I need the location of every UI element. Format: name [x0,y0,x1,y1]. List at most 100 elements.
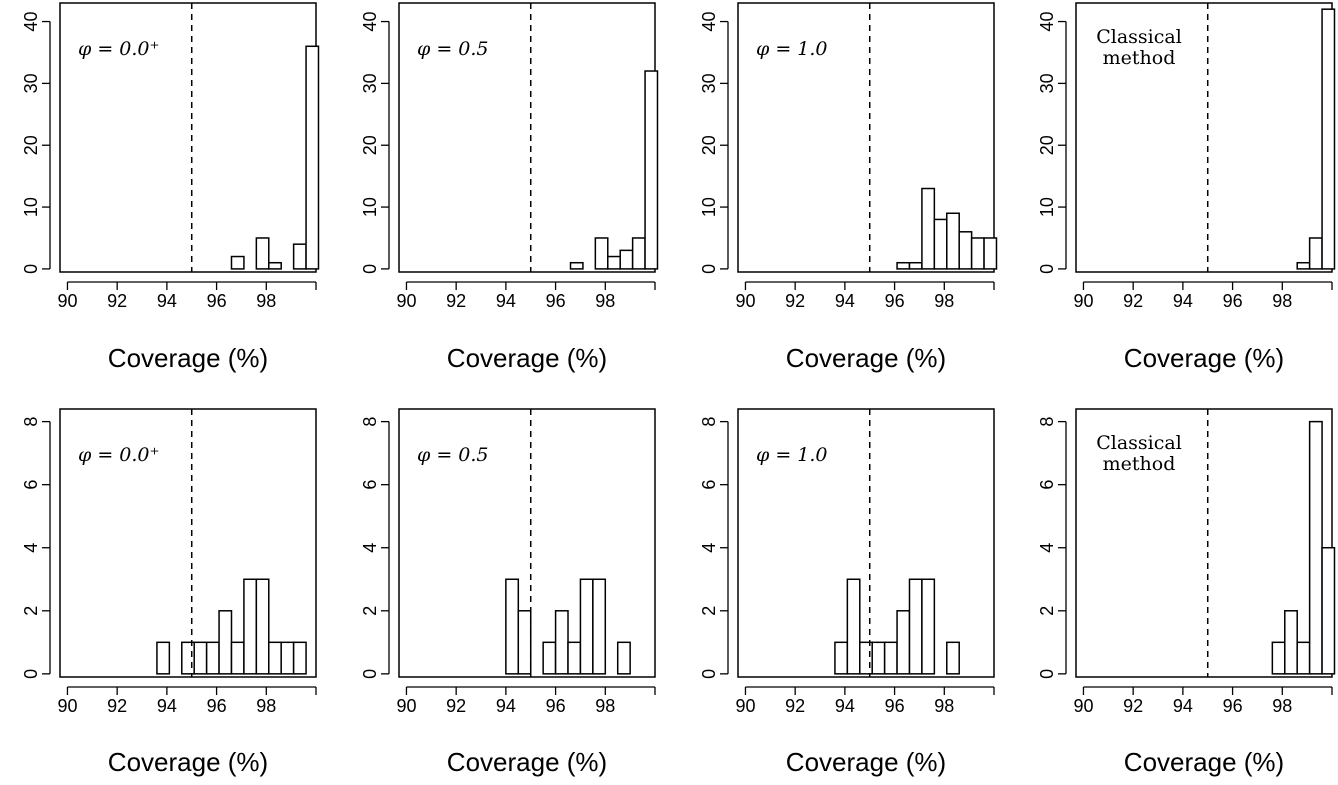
histogram-bar [292,243,307,270]
histogram-bar [933,218,948,270]
x-axis-title: Coverage (%) [447,747,607,777]
histogram-bar [181,641,195,675]
histogram-bar [970,237,985,270]
histogram-bar [554,610,569,675]
histogram-bar [644,70,659,270]
plot-frame [398,408,656,678]
histogram-bar [908,578,923,675]
y-tick-label: 8 [699,417,719,427]
histogram-bar [921,187,936,270]
x-tick-label: 90 [1073,291,1093,311]
x-tick-label: 96 [207,291,227,311]
y-tick-label: 6 [21,480,41,490]
y-tick-label: 2 [21,606,41,616]
x-tick-label: 92 [1123,291,1143,311]
panel-annotation: Classical [1096,26,1182,48]
histogram-bar [218,610,233,675]
x-tick-label: 98 [1272,696,1292,716]
x-tick-label: 94 [1173,696,1193,716]
y-tick-label: 0 [21,669,41,679]
y-tick-label: 40 [21,12,41,32]
histogram-bar [958,231,973,270]
panel-annotation: φ = 0.0⁺ [78,38,160,60]
y-tick-label: 30 [360,73,380,93]
y-tick-label: 20 [21,135,41,155]
y-tick-label: 30 [1037,73,1057,93]
panel-7: 90 92 94 96 98 0 2 4 6 8 Coverage (%) φ = 1.0 [699,408,995,777]
x-tick-label: 92 [107,291,127,311]
histogram-bar [896,610,911,675]
y-tick-label: 10 [1037,197,1057,217]
x-tick-label: 90 [735,291,755,311]
x-tick-label: 90 [735,696,755,716]
x-axis-title: Coverage (%) [1124,747,1284,777]
x-tick-label: 94 [496,696,516,716]
histogram-bar [846,578,861,675]
histogram-bar [305,45,320,270]
histogram-bar [946,212,960,270]
plot-frame [737,2,995,273]
y-tick-label: 0 [1037,669,1057,679]
x-tick-label: 90 [396,696,416,716]
panel-annotation: φ = 0.5 [417,38,489,60]
x-axis-title: Coverage (%) [786,343,946,373]
x-tick-label: 96 [1223,291,1243,311]
histogram-bar [1271,641,1286,675]
histogram-bar [1284,610,1298,675]
histogram-bar [616,641,631,675]
y-tick-label: 30 [699,73,719,93]
y-tick-label: 40 [360,12,380,32]
histogram-bar [505,578,520,675]
histogram-bar [631,237,646,270]
histogram-bar [205,641,220,675]
panel-annotation: φ = 0.0⁺ [78,444,160,466]
x-tick-label: 94 [496,291,516,311]
histogram-bar [567,641,582,675]
y-tick-label: 0 [360,264,380,274]
x-tick-label: 90 [396,291,416,311]
histogram-bar [255,578,270,675]
x-tick-label: 92 [785,696,805,716]
panel-annotation: φ = 1.0 [756,444,828,466]
histogram-bar [292,641,307,675]
panel-annotation: method [1103,453,1176,475]
histogram-bar [592,578,607,675]
x-tick-label: 98 [256,696,276,716]
y-tick-label: 0 [21,264,41,274]
plot-frame [59,408,317,678]
histogram-bar [859,641,873,675]
y-tick-label: 2 [1037,606,1057,616]
y-tick-label: 6 [1037,480,1057,490]
y-tick-label: 0 [699,264,719,274]
y-tick-label: 0 [1037,264,1057,274]
y-tick-label: 40 [1037,12,1057,32]
histogram-bar [983,237,998,270]
y-tick-label: 6 [699,480,719,490]
y-tick-label: 10 [21,197,41,217]
histogram-bar [255,237,270,270]
histogram-bar [594,237,609,270]
histogram-bar [921,578,936,675]
histogram-bar [579,578,594,675]
histogram-bar [834,641,849,675]
x-tick-label: 94 [835,291,855,311]
panel-annotation: φ = 1.0 [756,38,828,60]
histogram-bar [230,255,245,270]
y-tick-label: 4 [360,543,380,553]
y-tick-label: 8 [21,417,41,427]
y-tick-label: 4 [21,543,41,553]
histogram-bar [908,261,923,270]
x-tick-label: 92 [785,291,805,311]
y-tick-label: 40 [699,12,719,32]
histogram-bar [268,641,282,675]
histogram-bar [193,641,208,675]
panel-2: 90 92 94 96 98 0 10 20 30 40 Coverage (%) φ = 0.5 [360,2,659,373]
x-tick-label: 90 [57,291,77,311]
x-tick-label: 96 [546,291,566,311]
panel-1: 90 92 94 96 98 0 10 20 30 40 Coverage (%) φ = 0.0⁺ [21,2,320,373]
histogram-bar [280,641,295,675]
histogram-bar [607,255,621,270]
panel-6: 90 92 94 96 98 0 2 4 6 8 Coverage (%) φ = 0.5 [360,408,656,777]
y-tick-label: 20 [1037,135,1057,155]
y-tick-label: 20 [699,135,719,155]
